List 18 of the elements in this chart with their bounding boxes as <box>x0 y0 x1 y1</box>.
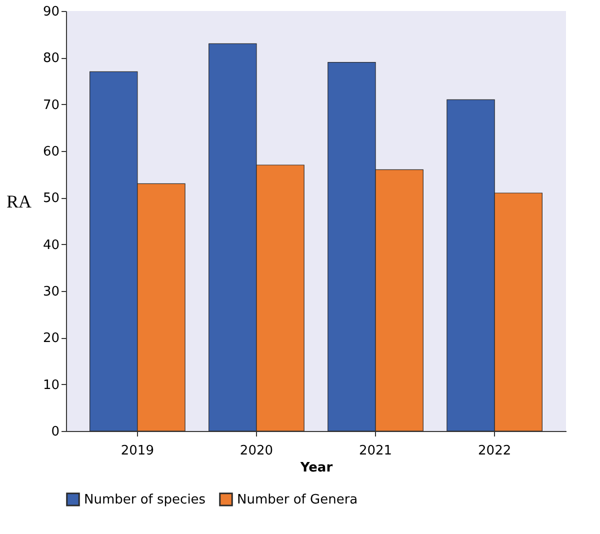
y-axis-title: RA <box>6 192 32 212</box>
y-tick-label: 10 <box>42 378 60 393</box>
y-tick-label: 70 <box>42 98 60 113</box>
y-tick-label: 80 <box>42 51 60 66</box>
x-axis-title: Year <box>299 460 334 476</box>
y-tick-label: 20 <box>42 331 60 346</box>
x-tick-label: 2022 <box>478 444 512 458</box>
x-tick-label: 2021 <box>358 444 392 458</box>
y-tick-label: 50 <box>42 191 60 206</box>
legend-label: Number of Genera <box>237 492 358 508</box>
y-tick-label: 30 <box>42 284 60 300</box>
x-tick-label: 2019 <box>120 444 154 458</box>
y-tick-label: 40 <box>42 238 60 253</box>
y-tick-label: 0 <box>51 424 60 440</box>
y-tick-label: 60 <box>42 144 60 160</box>
legend-label: Number of species <box>84 492 206 508</box>
x-tick-label: 2020 <box>240 444 274 458</box>
y-tick-label: 90 <box>42 4 60 20</box>
